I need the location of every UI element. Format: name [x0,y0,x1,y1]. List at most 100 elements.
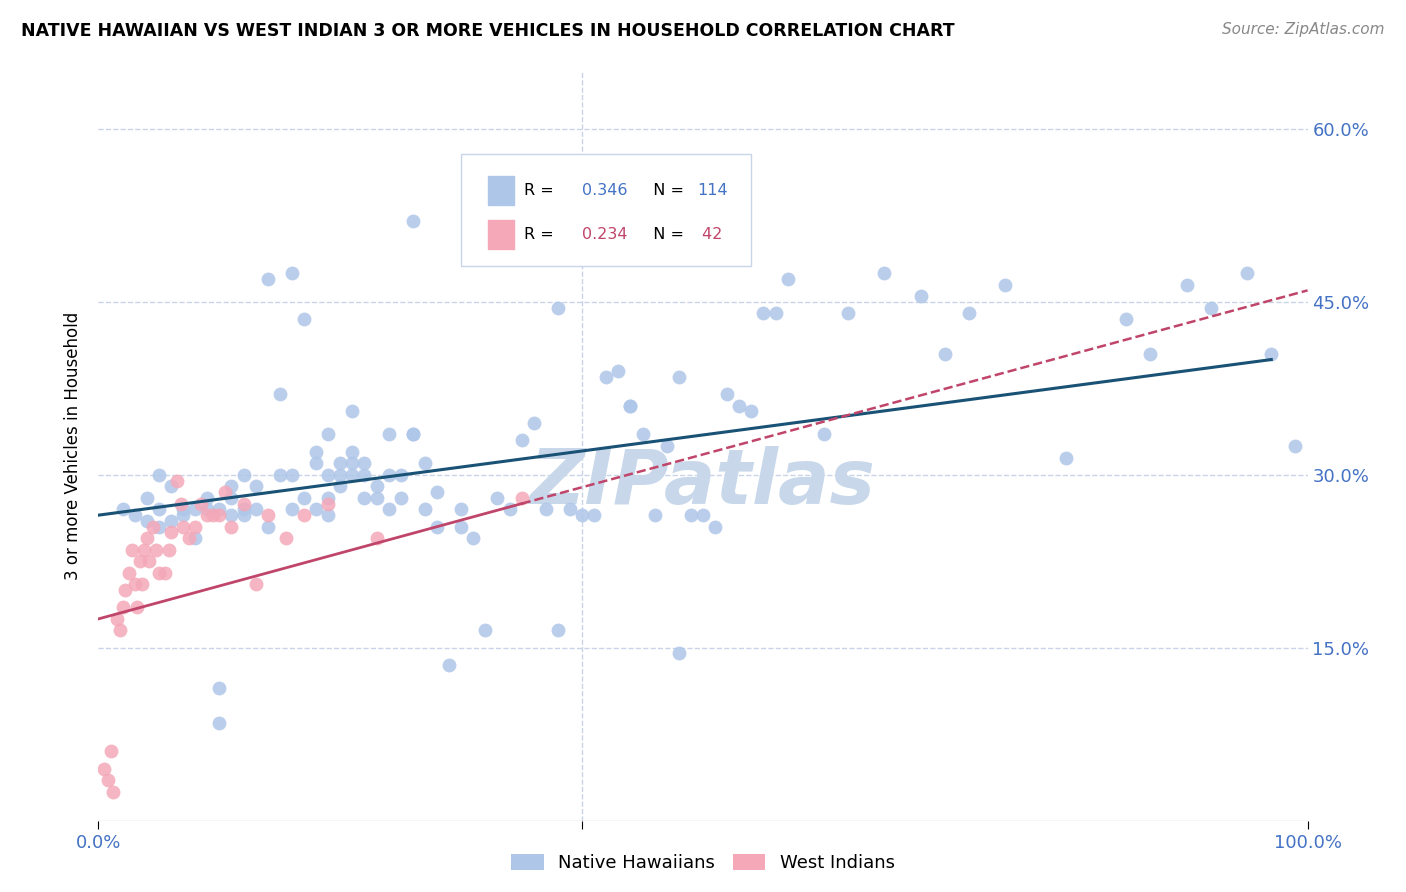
Point [166,474,188,488]
Point [366,479,388,493]
Point [232,508,254,523]
Point [202,508,225,523]
Text: R =: R = [524,227,560,242]
Point [728,399,751,413]
Point [245,479,267,493]
Point [316,491,339,505]
Point [655,439,678,453]
Point [910,289,932,303]
Text: R =: R = [524,183,560,198]
Point [873,266,896,280]
Point [281,467,304,482]
Point [1115,312,1137,326]
Point [583,508,606,523]
Point [172,519,194,533]
Point [274,531,297,545]
Point [353,491,375,505]
Point [131,577,153,591]
Point [232,502,254,516]
Point [474,624,496,638]
Point [121,542,143,557]
Point [269,467,291,482]
Point [145,542,167,557]
Point [184,531,207,545]
Point [305,502,328,516]
Point [221,479,243,493]
Point [305,444,328,458]
Point [135,531,157,545]
Point [208,508,231,523]
Text: 114: 114 [697,183,727,198]
Point [426,519,449,533]
Point [221,519,243,533]
Point [716,387,738,401]
Y-axis label: 3 or more Vehicles in Household: 3 or more Vehicles in Household [65,312,83,580]
Point [377,502,399,516]
Point [377,467,399,482]
Point [169,497,191,511]
Point [195,491,218,505]
Point [692,508,714,523]
Point [281,502,304,516]
Point [208,715,231,730]
Point [256,272,278,286]
Point [765,306,787,320]
Point [450,519,472,533]
Point [534,502,557,516]
Point [813,427,835,442]
Point [437,658,460,673]
Point [160,514,183,528]
Point [316,427,339,442]
Point [101,785,124,799]
Point [957,306,980,320]
Point [184,519,207,533]
Text: ZIPatlas: ZIPatlas [530,447,876,520]
Point [402,214,425,228]
Point [619,399,641,413]
Point [221,491,243,505]
Point [486,491,509,505]
Point [510,491,533,505]
FancyBboxPatch shape [488,176,515,205]
Point [100,744,122,758]
Point [195,502,218,516]
Point [607,364,630,378]
Point [292,312,315,326]
Point [498,502,520,516]
Point [135,491,157,505]
Point [316,497,339,511]
Text: N =: N = [643,183,689,198]
Point [172,508,194,523]
Point [571,508,593,523]
Point [153,566,176,580]
Point [269,387,291,401]
Point [292,491,315,505]
FancyBboxPatch shape [461,153,751,266]
Point [128,554,150,568]
Point [160,525,183,540]
Point [342,467,364,482]
Point [776,272,799,286]
Point [245,502,267,516]
Point [353,467,375,482]
Legend: Native Hawaiians, West Indians: Native Hawaiians, West Indians [503,847,903,879]
Point [316,467,339,482]
Text: 0.234: 0.234 [582,227,627,242]
Point [329,467,352,482]
Point [1199,301,1222,315]
Point [148,467,170,482]
Point [644,508,666,523]
Point [208,681,231,695]
Point [93,762,115,776]
Point [124,508,146,523]
Point [1236,266,1258,280]
Point [366,531,388,545]
Point [208,502,231,516]
Point [124,577,146,591]
Point [547,301,569,315]
Point [1284,439,1306,453]
FancyBboxPatch shape [488,219,515,249]
Point [256,519,278,533]
Point [232,497,254,511]
Text: 0.346: 0.346 [582,183,627,198]
